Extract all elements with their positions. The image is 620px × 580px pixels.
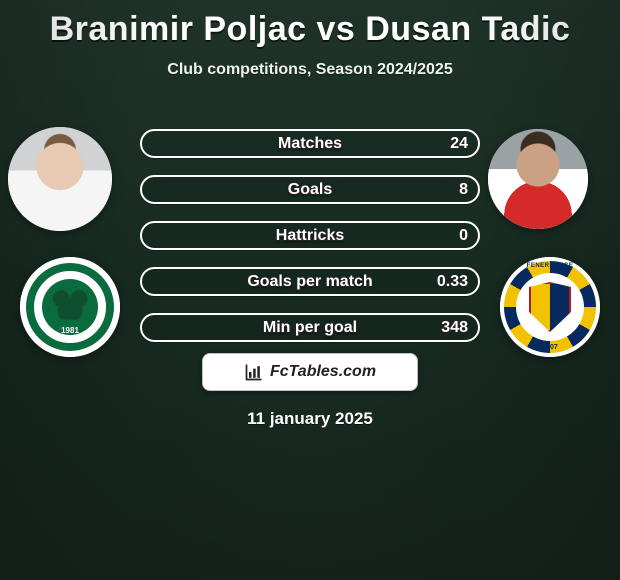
brand-chart-icon <box>244 362 264 382</box>
date-label: 11 january 2025 <box>247 409 373 429</box>
stat-value-right: 0.33 <box>437 273 468 291</box>
player-right-avatar <box>488 129 588 229</box>
club-right-year: 1907 <box>542 344 558 351</box>
stat-label: Goals per match <box>247 273 372 291</box>
stat-row: Goals per match 0.33 <box>140 267 480 296</box>
stat-row: Goals 8 <box>140 175 480 204</box>
stat-value-right: 24 <box>450 135 468 153</box>
stat-label: Min per goal <box>263 319 357 337</box>
page-title: Branimir Poljac vs Dusan Tadic <box>0 0 620 49</box>
stat-value-right: 348 <box>441 319 468 337</box>
club-left-crest: 1981 <box>20 257 120 357</box>
stat-bars: Matches 24 Goals 8 Hattricks 0 Goals per match… <box>140 129 480 342</box>
stat-label: Hattricks <box>276 227 344 245</box>
stat-value-right: 8 <box>459 181 468 199</box>
brand-badge: FcTables.com <box>202 353 418 391</box>
club-left-year: 1981 <box>61 326 79 335</box>
brand-text: FcTables.com <box>270 363 376 381</box>
stat-value-right: 0 <box>459 227 468 245</box>
player-left-avatar <box>8 127 112 231</box>
club-right-crest: FENERBAHÇE 1907 <box>500 257 600 357</box>
stat-label: Goals <box>288 181 332 199</box>
subtitle: Club competitions, Season 2024/2025 <box>0 61 620 79</box>
stat-row: Hattricks 0 <box>140 221 480 250</box>
stat-row: Min per goal 348 <box>140 313 480 342</box>
club-right-ring: FENERBAHÇE <box>527 263 574 269</box>
stat-label: Matches <box>278 135 342 153</box>
stat-row: Matches 24 <box>140 129 480 158</box>
